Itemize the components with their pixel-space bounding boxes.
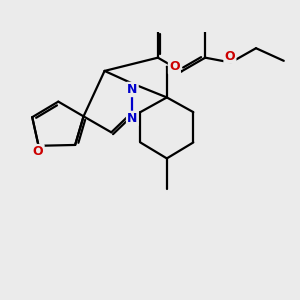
Text: O: O	[169, 60, 180, 73]
Text: N: N	[127, 83, 137, 96]
Text: N: N	[127, 112, 137, 125]
Text: O: O	[225, 50, 235, 63]
Text: O: O	[33, 145, 44, 158]
